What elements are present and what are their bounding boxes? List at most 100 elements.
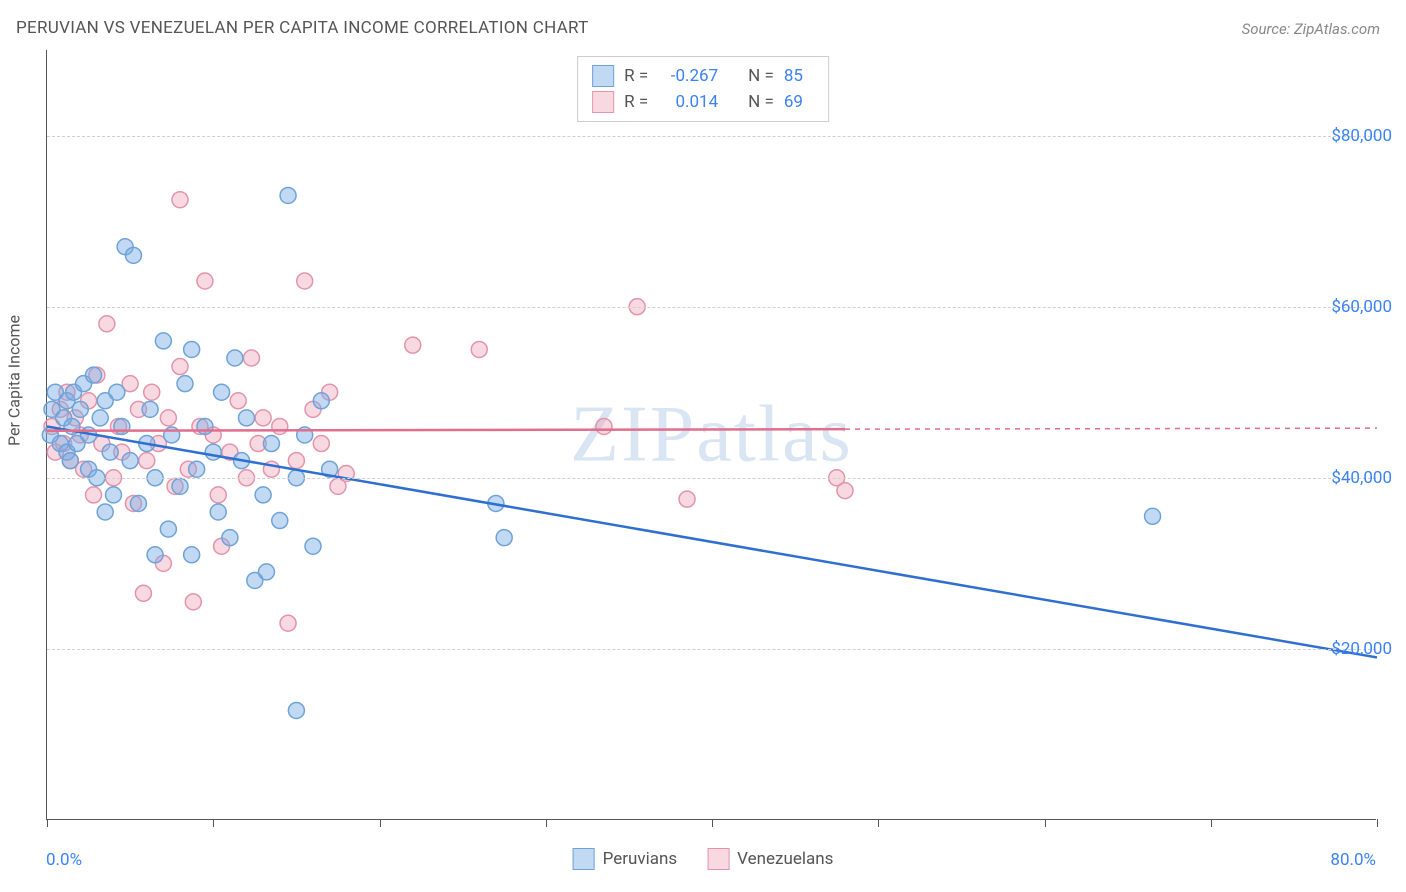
x-tick	[1045, 819, 1046, 827]
scatter-point	[239, 410, 255, 426]
scatter-point	[185, 594, 201, 610]
scatter-point	[86, 367, 102, 383]
scatter-point	[288, 702, 304, 718]
scatter-point	[297, 273, 313, 289]
scatter-point	[230, 393, 246, 409]
scatter-point	[109, 384, 125, 400]
scatter-point	[147, 547, 163, 563]
x-axis-min-label: 0.0%	[46, 850, 82, 870]
scatter-point	[114, 418, 130, 434]
scatter-point	[288, 453, 304, 469]
legend-top: R = -0.267 N = 85 R = 0.014 N = 69	[577, 56, 829, 122]
scatter-point	[160, 410, 176, 426]
scatter-point	[222, 530, 238, 546]
y-tick-label: $20,000	[1331, 639, 1392, 659]
scatter-point	[471, 341, 487, 357]
grid-line	[47, 478, 1376, 479]
scatter-point	[210, 504, 226, 520]
scatter-point	[155, 333, 171, 349]
scatter-point	[837, 483, 853, 499]
legend-label-venezuelans: Venezuelans	[737, 849, 833, 869]
scatter-point	[280, 187, 296, 203]
scatter-point	[263, 436, 279, 452]
grid-line	[47, 649, 1376, 650]
scatter-point	[160, 521, 176, 537]
scatter-point	[106, 487, 122, 503]
x-axis-max-label: 80.0%	[1330, 850, 1376, 870]
legend-swatch-venezuelans-b	[707, 848, 729, 870]
r-value-2: 0.014	[658, 92, 718, 112]
scatter-point	[272, 513, 288, 529]
scatter-point	[172, 192, 188, 208]
scatter-point	[313, 436, 329, 452]
scatter-point	[305, 538, 321, 554]
x-tick	[546, 819, 547, 827]
scatter-point	[272, 418, 288, 434]
scatter-point	[197, 273, 213, 289]
y-tick-label: $80,000	[1331, 126, 1392, 146]
scatter-point	[227, 350, 243, 366]
trend-line	[47, 426, 1377, 657]
scatter-point	[97, 504, 113, 520]
r-value-1: -0.267	[658, 66, 718, 86]
scatter-point	[313, 393, 329, 409]
scatter-point	[210, 487, 226, 503]
scatter-point	[496, 530, 512, 546]
trend-line-dashed	[845, 428, 1377, 429]
scatter-point	[1145, 508, 1161, 524]
x-tick	[712, 819, 713, 827]
scatter-point	[142, 401, 158, 417]
r-label: R =	[624, 92, 648, 112]
x-tick	[878, 819, 879, 827]
scatter-point	[122, 453, 138, 469]
chart-title: PERUVIAN VS VENEZUELAN PER CAPITA INCOME…	[16, 18, 589, 38]
scatter-point	[679, 491, 695, 507]
chart-source: Source: ZipAtlas.com	[1242, 20, 1380, 38]
n-label: N =	[748, 66, 774, 86]
scatter-point	[184, 341, 200, 357]
scatter-point	[139, 453, 155, 469]
scatter-point	[177, 376, 193, 392]
legend-top-row-1: R = -0.267 N = 85	[592, 63, 814, 89]
scatter-point	[189, 461, 205, 477]
y-tick-label: $60,000	[1331, 297, 1392, 317]
scatter-point	[172, 359, 188, 375]
scatter-point	[214, 384, 230, 400]
grid-line	[47, 307, 1376, 308]
scatter-point	[62, 453, 78, 469]
x-tick	[380, 819, 381, 827]
chart-container: PERUVIAN VS VENEZUELAN PER CAPITA INCOME…	[0, 0, 1406, 892]
x-tick	[1211, 819, 1212, 827]
scatter-point	[86, 487, 102, 503]
legend-swatch-peruvians-b	[573, 848, 595, 870]
legend-top-row-2: R = 0.014 N = 69	[592, 89, 814, 115]
x-tick	[1377, 819, 1378, 827]
trend-line	[47, 429, 845, 431]
legend-swatch-peruvians	[592, 65, 614, 87]
scatter-point	[255, 487, 271, 503]
y-axis-title: Per Capita Income	[5, 315, 24, 446]
scatter-point	[72, 401, 88, 417]
scatter-point	[243, 350, 259, 366]
legend-bottom-venezuelans: Venezuelans	[707, 848, 833, 870]
legend-swatch-venezuelans	[592, 91, 614, 113]
scatter-point	[280, 615, 296, 631]
n-value-2: 69	[784, 92, 814, 112]
scatter-point	[205, 444, 221, 460]
scatter-point	[258, 564, 274, 580]
plot-area: ZIPatlas	[46, 50, 1376, 820]
scatter-point	[172, 478, 188, 494]
grid-line	[47, 136, 1376, 137]
n-label: N =	[748, 92, 774, 112]
legend-bottom-peruvians: Peruvians	[573, 848, 678, 870]
x-tick	[47, 819, 48, 827]
legend-label-peruvians: Peruvians	[603, 849, 678, 869]
scatter-point	[184, 547, 200, 563]
scatter-point	[197, 418, 213, 434]
scatter-point	[144, 384, 160, 400]
scatter-point	[102, 444, 118, 460]
scatter-point	[255, 410, 271, 426]
scatter-point	[130, 495, 146, 511]
n-value-1: 85	[784, 66, 814, 86]
scatter-point	[99, 316, 115, 332]
